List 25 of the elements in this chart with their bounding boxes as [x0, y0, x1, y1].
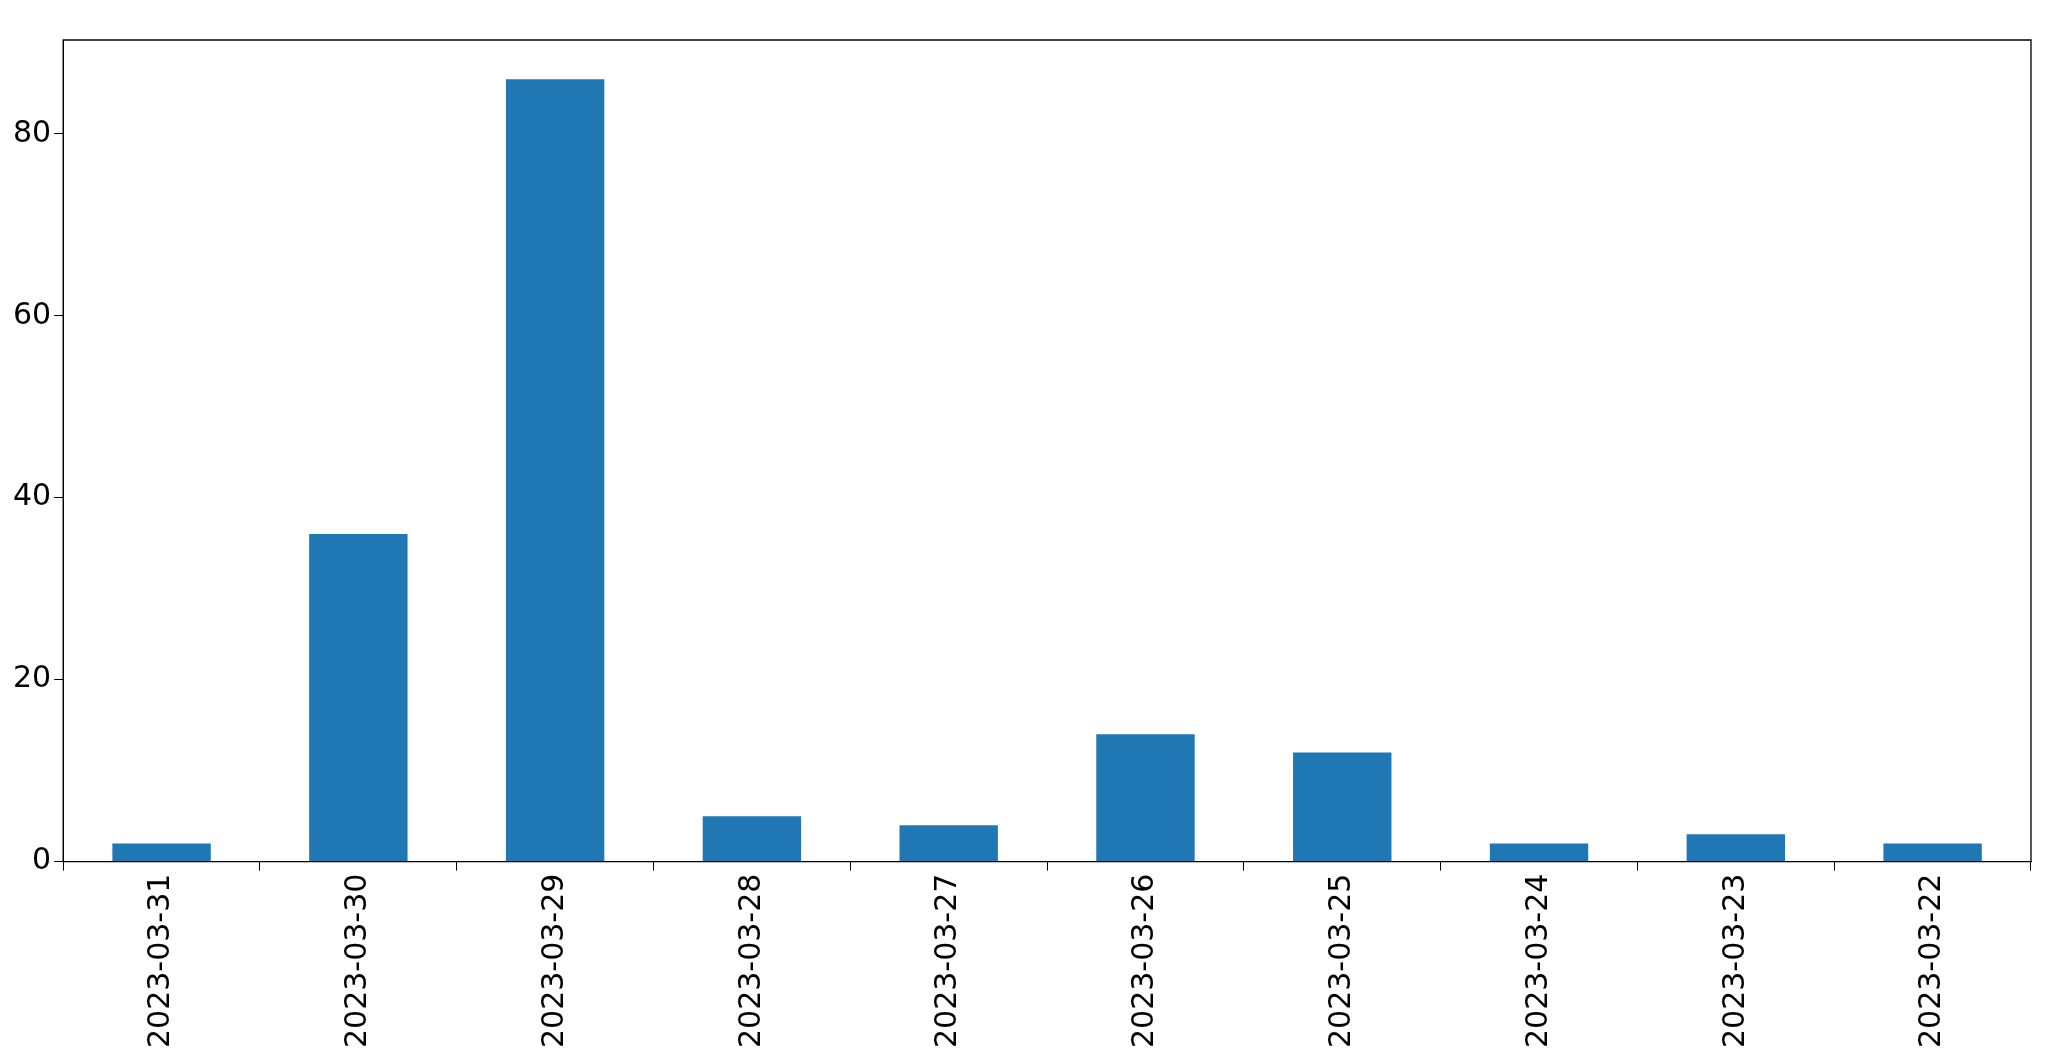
y-tick-label: 20 [12, 659, 52, 695]
y-tick-label: 0 [32, 841, 52, 877]
x-tick-label: 2023-03-24 [1518, 873, 1554, 1049]
y-tick-label: 80 [12, 113, 52, 149]
x-tick-label: 2023-03-25 [1322, 873, 1358, 1049]
x-tick-label: 2023-03-23 [1715, 873, 1751, 1049]
bar [309, 534, 408, 862]
x-tick-label: 2023-03-28 [731, 873, 767, 1049]
bar [899, 825, 998, 862]
bar [1489, 843, 1589, 862]
x-tick-label: 2023-03-30 [338, 873, 374, 1049]
x-tick-label: 2023-03-22 [1912, 873, 1948, 1049]
bar [702, 816, 802, 862]
y-tick-label: 60 [12, 295, 52, 331]
y-tick-label: 40 [12, 477, 52, 513]
bar [1293, 752, 1392, 862]
x-tick-label: 2023-03-27 [928, 873, 964, 1049]
x-tick-label: 2023-03-31 [141, 873, 177, 1049]
bar [1883, 843, 1982, 862]
bar [505, 79, 605, 862]
bar [1096, 734, 1195, 862]
x-tick-label: 2023-03-29 [534, 873, 570, 1049]
bar [1686, 834, 1786, 862]
x-tick-label: 2023-03-26 [1125, 873, 1161, 1049]
bar [112, 843, 211, 862]
